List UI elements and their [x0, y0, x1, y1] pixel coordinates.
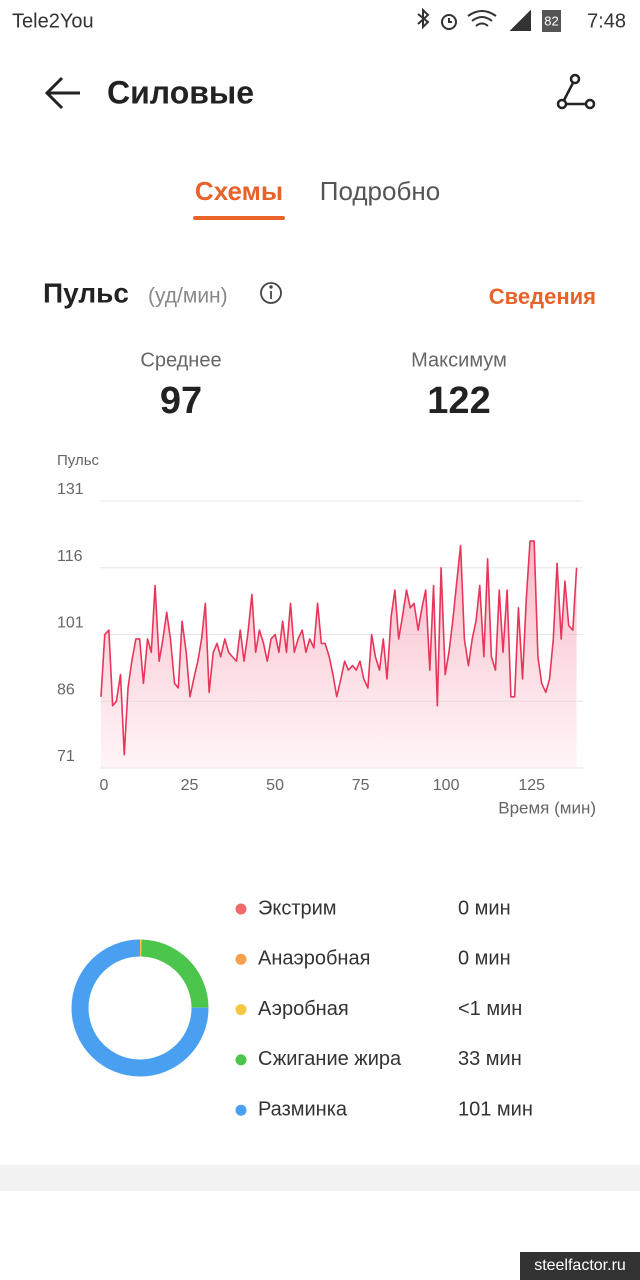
legend-label: Сжигание жира — [258, 1048, 402, 1070]
y-axis-label: Пульс — [57, 452, 100, 469]
legend-value: 33 мин — [458, 1048, 522, 1070]
legend-label: Разминка — [258, 1098, 348, 1120]
legend-value: 0 мин — [458, 948, 511, 970]
legend-dot — [235, 953, 247, 965]
legend-dot — [235, 1004, 247, 1016]
unit: (уд/мин) — [148, 285, 228, 308]
legend-label: Анаэробная — [258, 948, 370, 970]
legend-dot — [235, 1104, 247, 1116]
x-axis-label: Время (мин) — [498, 798, 596, 817]
back-button[interactable] — [44, 76, 80, 110]
tab[interactable]: Подробно — [320, 176, 440, 206]
line — [100, 540, 578, 756]
watermark-bg — [520, 1252, 640, 1280]
share-button[interactable] — [556, 73, 596, 110]
y-tick-label: 86 — [57, 681, 75, 698]
divider — [0, 1165, 640, 1191]
stat-value: 122 — [427, 380, 490, 422]
stat-label: Среднее — [140, 349, 221, 371]
legend-dot — [235, 903, 247, 915]
carrier: Tele2You — [12, 10, 94, 32]
details-link[interactable]: Сведения — [489, 284, 596, 309]
x-tick-label: 100 — [433, 777, 460, 794]
area — [101, 541, 577, 768]
legend-value: <1 мин — [458, 998, 522, 1020]
legend-value: 101 мин — [458, 1098, 533, 1120]
stat-label: Максимум — [411, 349, 507, 371]
x-tick-label: 75 — [352, 777, 370, 794]
y-tick-label: 71 — [57, 748, 75, 765]
stat-value: 97 — [160, 380, 202, 422]
y-tick-label: 131 — [57, 481, 84, 498]
x-tick-label: 0 — [100, 777, 109, 794]
watermark: steelfactor.ru — [534, 1257, 626, 1274]
donut-segment — [71, 939, 209, 1077]
legend-dot — [235, 1054, 247, 1066]
legend-label: Экстрим — [258, 897, 337, 919]
x-tick-label: 25 — [181, 777, 199, 794]
legend-label: Аэробная — [258, 998, 349, 1020]
page-title: Силовые — [107, 74, 254, 110]
x-tick-label: 125 — [518, 777, 545, 794]
info-icon[interactable] — [260, 282, 282, 304]
tab-indicator — [193, 216, 285, 220]
clock: 7:48 — [587, 10, 626, 32]
section-title: Пульс — [43, 277, 129, 308]
battery-level: 82 — [544, 13, 558, 28]
y-tick-label: 116 — [57, 548, 83, 565]
legend-value: 0 мин — [458, 897, 511, 919]
x-tick-label: 50 — [266, 777, 284, 794]
battery — [542, 10, 561, 32]
tab-active[interactable]: Схемы — [195, 176, 283, 206]
status-icons — [417, 7, 531, 31]
donut-segment — [140, 939, 209, 1009]
y-tick-label: 101 — [57, 615, 84, 632]
